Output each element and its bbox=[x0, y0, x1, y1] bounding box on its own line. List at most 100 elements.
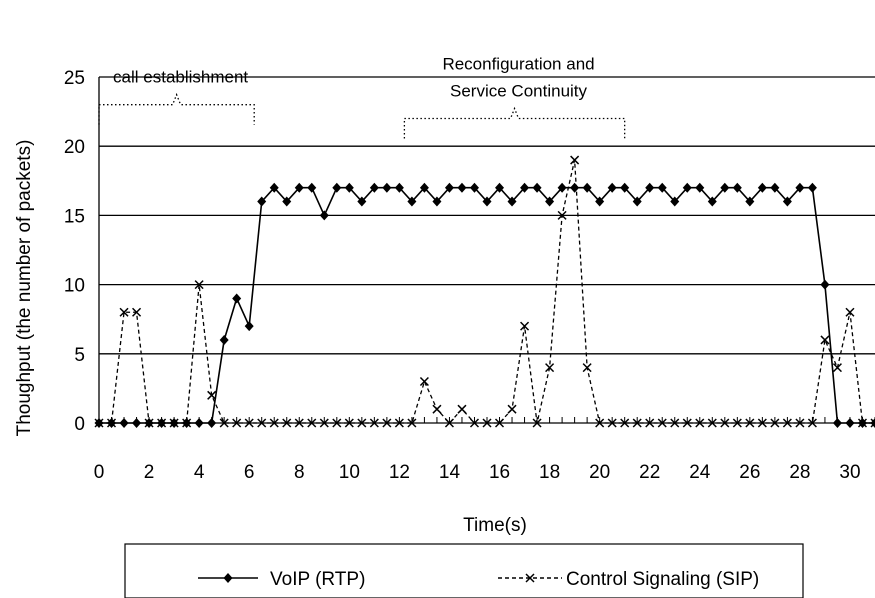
sip-point bbox=[570, 155, 580, 165]
x-tick-label: 6 bbox=[244, 462, 255, 483]
legend-entry: Control Signaling (SIP) bbox=[498, 569, 759, 590]
rtp-point bbox=[657, 182, 667, 193]
sip-point bbox=[720, 418, 730, 428]
rtp-point bbox=[757, 182, 767, 193]
rtp-point bbox=[223, 573, 233, 583]
rtp-point bbox=[607, 182, 617, 193]
gridlines bbox=[99, 76, 875, 424]
sip-point bbox=[369, 418, 379, 428]
rtp-point bbox=[632, 196, 642, 207]
rtp-point bbox=[319, 210, 329, 221]
rtp-point bbox=[720, 182, 730, 193]
rtp-point bbox=[782, 196, 792, 207]
sip-point bbox=[106, 418, 117, 428]
rtp-point bbox=[219, 334, 229, 345]
rtp-point bbox=[207, 418, 217, 428]
x-tick-label: 18 bbox=[539, 462, 560, 483]
y-tick-label: 25 bbox=[64, 68, 85, 89]
rtp-point bbox=[382, 182, 392, 193]
sip-point bbox=[457, 404, 467, 414]
sip-point bbox=[332, 418, 342, 428]
sip-point bbox=[745, 418, 755, 428]
sip-point bbox=[94, 418, 104, 428]
sip-point bbox=[419, 376, 429, 387]
sip-point bbox=[645, 418, 655, 428]
sip-point bbox=[307, 418, 317, 428]
rtp-point bbox=[670, 196, 680, 207]
rtp-point bbox=[732, 182, 742, 193]
x-tick-label: 24 bbox=[689, 462, 711, 483]
series-line bbox=[99, 186, 875, 424]
x-tick-label: 22 bbox=[639, 462, 660, 483]
sip-point bbox=[670, 418, 680, 428]
rtp-point bbox=[832, 418, 842, 428]
sip-point bbox=[595, 418, 605, 428]
sip-point bbox=[432, 404, 442, 414]
rtp-point bbox=[307, 182, 317, 193]
sip-point bbox=[707, 418, 717, 428]
sip-point bbox=[169, 418, 179, 428]
rtp-point bbox=[282, 196, 292, 207]
sip-point bbox=[582, 363, 592, 373]
sip-point bbox=[507, 404, 517, 414]
sip-point bbox=[207, 390, 217, 400]
x-axis-ticks: 0 2 4 6 8 10 12 14 16 18 20 22 24 26 28 30 bbox=[94, 462, 861, 483]
sip-point bbox=[394, 418, 404, 428]
sip-point bbox=[119, 307, 129, 317]
sip-point bbox=[282, 418, 292, 428]
legend: VoIP (RTP) Control Signaling (SIP) bbox=[124, 543, 804, 598]
rtp-point bbox=[257, 196, 267, 207]
rtp-point bbox=[132, 418, 142, 428]
sip-point bbox=[695, 418, 705, 428]
rtp-point bbox=[820, 279, 830, 290]
rtp-point bbox=[469, 182, 479, 193]
x-tick-label: 2 bbox=[144, 462, 155, 483]
rtp-point bbox=[745, 196, 755, 207]
series-sip bbox=[94, 155, 875, 428]
sip-point bbox=[319, 418, 329, 428]
sip-point bbox=[407, 418, 417, 428]
series bbox=[94, 155, 875, 428]
rtp-point bbox=[845, 418, 855, 428]
sip-point bbox=[545, 363, 555, 373]
sip-point bbox=[520, 321, 530, 331]
rtp-point bbox=[369, 182, 379, 193]
sip-point bbox=[732, 418, 742, 428]
sip-point bbox=[244, 418, 254, 428]
rtp-point bbox=[795, 182, 805, 193]
rtp-point bbox=[444, 182, 454, 193]
sip-point bbox=[557, 210, 567, 220]
y-axis-ticks: 0 5 10 15 20 25 bbox=[64, 68, 85, 435]
legend-entry: VoIP (RTP) bbox=[198, 569, 365, 590]
y-tick-label: 5 bbox=[74, 345, 85, 366]
rtp-point bbox=[557, 182, 567, 193]
x-tick-label: 4 bbox=[194, 462, 205, 483]
sip-point bbox=[257, 418, 267, 428]
rtp-point bbox=[595, 196, 605, 207]
sip-point bbox=[607, 418, 617, 428]
rtp-point bbox=[707, 196, 717, 207]
sip-point bbox=[132, 307, 142, 317]
rtp-point bbox=[807, 182, 817, 193]
x-tick-label: 0 bbox=[94, 462, 105, 483]
x-tick-label: 20 bbox=[589, 462, 610, 483]
sip-point bbox=[525, 573, 535, 583]
annotation-brace bbox=[403, 106, 626, 139]
rtp-point bbox=[770, 182, 780, 193]
sip-point bbox=[620, 418, 630, 428]
rtp-point bbox=[507, 196, 517, 207]
x-tick-label: 10 bbox=[339, 462, 360, 483]
rtp-point bbox=[695, 182, 705, 193]
sip-point bbox=[269, 418, 279, 428]
sip-point bbox=[782, 418, 792, 428]
x-tick-label: 8 bbox=[294, 462, 305, 483]
x-tick-label: 16 bbox=[489, 462, 510, 483]
sip-point bbox=[494, 418, 505, 428]
annotations: call establishment Reconfiguration and Ser… bbox=[98, 55, 626, 139]
rtp-point bbox=[520, 182, 530, 193]
y-tick-label: 20 bbox=[64, 137, 85, 158]
legend-box bbox=[124, 543, 804, 598]
sip-point bbox=[682, 418, 692, 428]
sip-point bbox=[632, 418, 642, 428]
